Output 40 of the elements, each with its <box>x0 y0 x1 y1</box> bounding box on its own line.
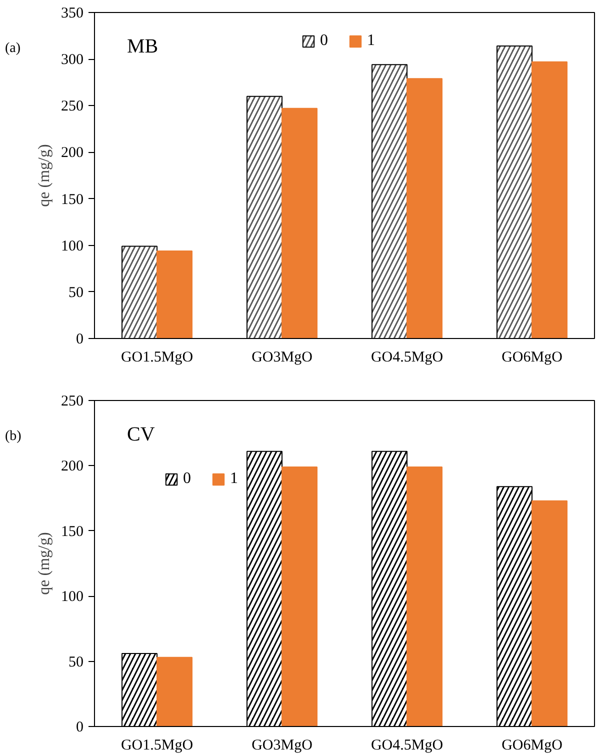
x-tick-label: GO4.5MgO <box>370 350 444 366</box>
y-tick-label: 350 <box>61 6 84 22</box>
y-tick-label: 150 <box>61 524 84 540</box>
bar <box>406 78 442 338</box>
x-tick-label: GO1.5MgO <box>120 738 194 754</box>
bar <box>156 250 192 338</box>
legend-label: 1 <box>367 32 376 50</box>
y-tick-label: 50 <box>68 284 84 301</box>
x-tick-label: GO3MgO <box>252 738 313 754</box>
bar <box>156 656 192 726</box>
y-tick-label: 0 <box>76 720 84 736</box>
text: (b) <box>5 428 22 446</box>
x-tick-label: GO6MgO <box>502 350 563 366</box>
x-tick-label: GO6MgO <box>502 738 563 754</box>
y-tick-label: 100 <box>61 589 84 606</box>
bar <box>282 466 318 726</box>
legend-label: 0 <box>320 32 329 50</box>
legend-label: 1 <box>230 470 239 488</box>
y-tick-label: 250 <box>61 98 84 115</box>
y-tick-label: 200 <box>61 458 84 475</box>
y-tick-label: 100 <box>61 238 84 254</box>
annotation: MB <box>127 36 158 58</box>
legend-label: 0 <box>183 470 192 488</box>
bar <box>532 500 568 726</box>
bar <box>532 61 568 338</box>
annotation: CV <box>127 424 156 446</box>
bar <box>282 108 318 338</box>
bar <box>406 466 442 726</box>
x-tick-label: GO4.5MgO <box>370 738 444 754</box>
y-tick-label: 250 <box>61 394 84 410</box>
x-tick-label: GO3MgO <box>252 350 313 366</box>
y-tick-label: 300 <box>61 52 84 68</box>
x-tick-label: GO1.5MgO <box>120 350 194 366</box>
y-axis-title: qe (mg/g) <box>36 144 53 207</box>
text: (a) <box>5 40 21 58</box>
y-axis-title: qe (mg/g) <box>36 532 53 595</box>
y-tick-label: 0 <box>76 332 84 348</box>
y-tick-label: 150 <box>61 192 84 208</box>
y-tick-label: 50 <box>68 654 84 670</box>
y-tick-label: 200 <box>61 145 84 162</box>
